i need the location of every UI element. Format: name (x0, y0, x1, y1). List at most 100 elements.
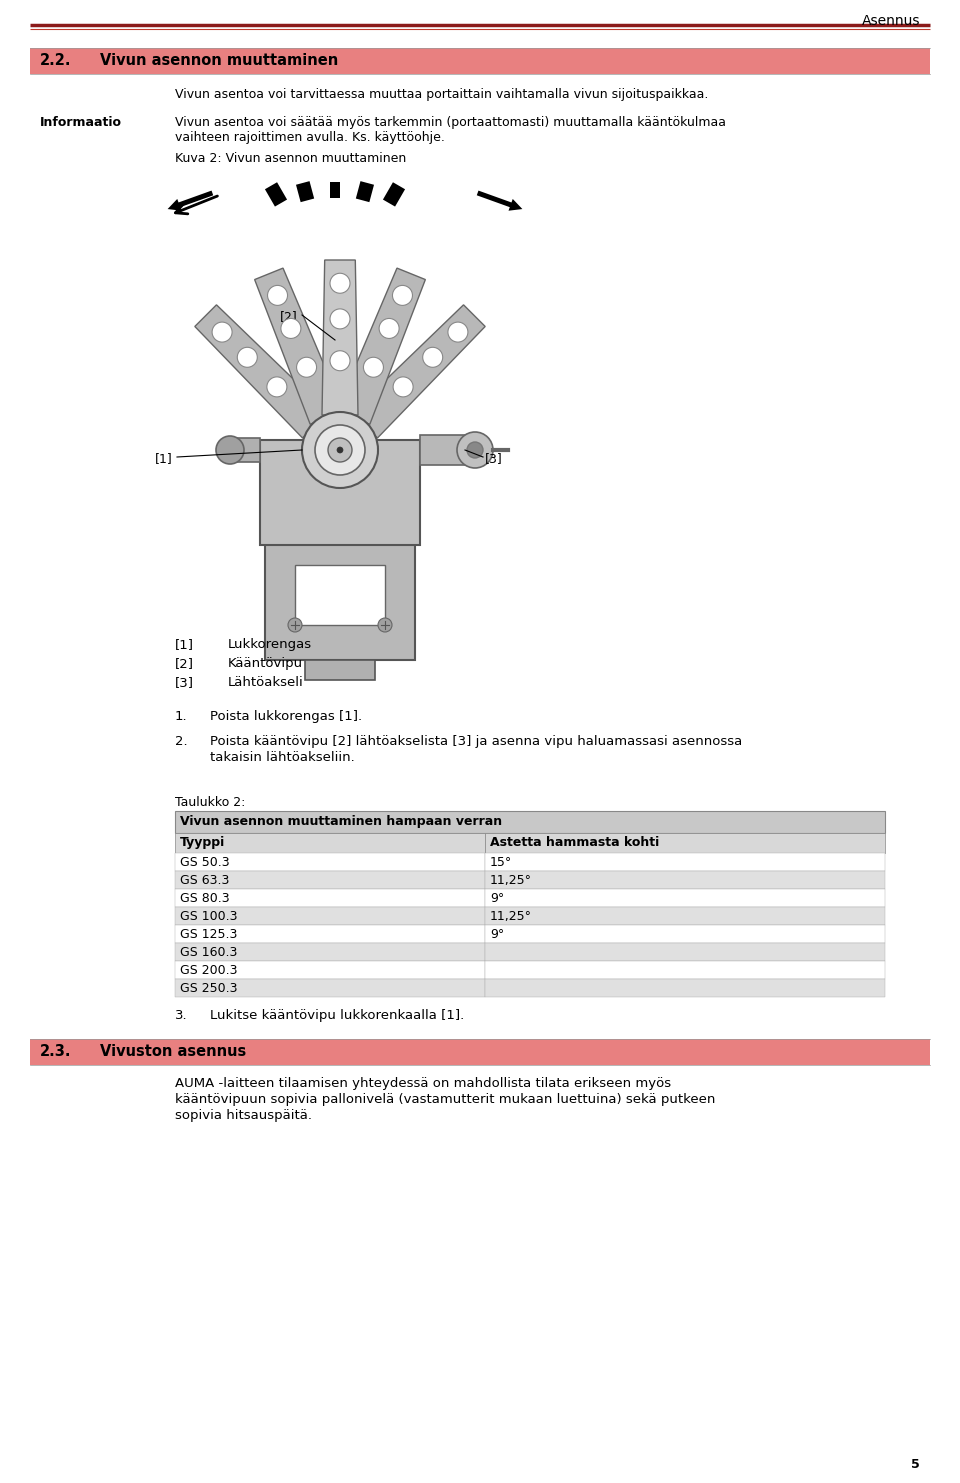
Text: vaihteen rajoittimen avulla. Ks. käyttöohje.: vaihteen rajoittimen avulla. Ks. käyttöo… (175, 131, 444, 144)
FancyBboxPatch shape (30, 47, 930, 74)
FancyBboxPatch shape (485, 871, 885, 888)
Text: Lukkorengas: Lukkorengas (228, 638, 312, 651)
Text: Taulukko 2:: Taulukko 2: (175, 796, 246, 810)
FancyBboxPatch shape (175, 908, 485, 925)
Text: Vivun asentoa voi säätää myös tarkemmin (portaattomasti) muuttamalla kääntökulma: Vivun asentoa voi säätää myös tarkemmin … (175, 116, 726, 129)
FancyBboxPatch shape (265, 182, 287, 206)
Circle shape (288, 618, 302, 632)
Text: sopivia hitsauspäitä.: sopivia hitsauspäitä. (175, 1109, 312, 1123)
Polygon shape (265, 445, 415, 480)
Text: kääntövipuun sopivia pallonivelä (vastamutterit mukaan luettuina) sekä putkeen: kääntövipuun sopivia pallonivelä (vastam… (175, 1093, 715, 1106)
Circle shape (281, 319, 300, 338)
Text: takaisin lähtöakseliin.: takaisin lähtöakseliin. (210, 750, 355, 764)
Circle shape (393, 377, 413, 397)
FancyBboxPatch shape (485, 925, 885, 943)
Text: 2.3.: 2.3. (40, 1044, 71, 1059)
FancyBboxPatch shape (265, 535, 415, 660)
Circle shape (364, 357, 383, 377)
FancyBboxPatch shape (305, 660, 375, 681)
Text: Kuva 2: Vivun asennon muuttaminen: Kuva 2: Vivun asennon muuttaminen (175, 151, 406, 165)
Circle shape (237, 347, 257, 368)
Circle shape (267, 377, 287, 397)
FancyBboxPatch shape (485, 908, 885, 925)
FancyBboxPatch shape (485, 888, 885, 908)
Text: AUMA -laitteen tilaamisen yhteydessä on mahdollista tilata erikseen myös: AUMA -laitteen tilaamisen yhteydessä on … (175, 1077, 671, 1090)
FancyBboxPatch shape (175, 943, 485, 961)
Text: [1]: [1] (155, 452, 173, 466)
FancyBboxPatch shape (30, 1040, 930, 1065)
Circle shape (330, 308, 350, 329)
Text: [2]: [2] (175, 657, 194, 670)
FancyBboxPatch shape (175, 888, 485, 908)
Circle shape (379, 319, 399, 338)
Polygon shape (322, 260, 358, 415)
Circle shape (328, 437, 352, 463)
FancyBboxPatch shape (175, 853, 485, 871)
Text: GS 250.3: GS 250.3 (180, 982, 237, 995)
Text: 2.2.: 2.2. (40, 53, 71, 68)
Text: GS 125.3: GS 125.3 (180, 928, 237, 942)
FancyBboxPatch shape (356, 181, 374, 202)
FancyBboxPatch shape (296, 181, 314, 202)
Text: [2]: [2] (280, 310, 298, 323)
FancyBboxPatch shape (485, 943, 885, 961)
Text: Vivun asennon muuttaminen hampaan verran: Vivun asennon muuttaminen hampaan verran (180, 816, 502, 828)
Text: Astetta hammasta kohti: Astetta hammasta kohti (490, 836, 660, 848)
Polygon shape (352, 305, 485, 437)
Text: GS 160.3: GS 160.3 (180, 946, 237, 960)
Text: Vivun asentoa voi tarvittaessa muuttaa portaittain vaihtamalla vivun sijoituspai: Vivun asentoa voi tarvittaessa muuttaa p… (175, 87, 708, 101)
Text: GS 80.3: GS 80.3 (180, 891, 229, 905)
Text: 11,25°: 11,25° (490, 873, 532, 887)
Text: [1]: [1] (175, 638, 194, 651)
Circle shape (337, 446, 343, 452)
Text: Asennus: Asennus (861, 13, 920, 28)
Text: 11,25°: 11,25° (490, 911, 532, 922)
Text: GS 50.3: GS 50.3 (180, 856, 229, 869)
FancyBboxPatch shape (175, 833, 485, 853)
Text: Lukitse kääntövipu lukkorenkaalla [1].: Lukitse kääntövipu lukkorenkaalla [1]. (210, 1008, 465, 1022)
Text: GS 63.3: GS 63.3 (180, 873, 229, 887)
Text: GS 200.3: GS 200.3 (180, 964, 237, 977)
Circle shape (330, 351, 350, 371)
Circle shape (448, 322, 468, 343)
FancyBboxPatch shape (295, 565, 385, 624)
FancyBboxPatch shape (175, 961, 485, 979)
Text: Tyyppi: Tyyppi (180, 836, 226, 848)
Polygon shape (336, 268, 425, 424)
Text: Informaatio: Informaatio (40, 116, 122, 129)
Text: [3]: [3] (485, 452, 503, 466)
FancyBboxPatch shape (485, 961, 885, 979)
Text: Kääntövipu: Kääntövipu (228, 657, 303, 670)
FancyBboxPatch shape (175, 811, 885, 833)
Circle shape (393, 285, 413, 305)
Text: [3]: [3] (175, 676, 194, 690)
Text: 9°: 9° (490, 928, 504, 942)
Circle shape (467, 442, 483, 458)
Text: 5: 5 (911, 1458, 920, 1471)
FancyBboxPatch shape (230, 437, 260, 463)
Polygon shape (195, 305, 328, 437)
FancyBboxPatch shape (330, 182, 340, 199)
Text: Vivuston asennus: Vivuston asennus (100, 1044, 247, 1059)
Polygon shape (254, 268, 344, 424)
Circle shape (315, 426, 365, 475)
Circle shape (457, 432, 493, 469)
Circle shape (422, 347, 443, 368)
FancyBboxPatch shape (485, 979, 885, 997)
Circle shape (216, 436, 244, 464)
Circle shape (330, 273, 350, 294)
FancyBboxPatch shape (175, 979, 485, 997)
Text: 1.: 1. (175, 710, 187, 724)
Text: 9°: 9° (490, 891, 504, 905)
FancyBboxPatch shape (485, 833, 885, 853)
FancyBboxPatch shape (175, 925, 485, 943)
Circle shape (268, 285, 288, 305)
Text: 2.: 2. (175, 736, 187, 747)
Circle shape (212, 322, 232, 343)
Text: Lähtöakseli: Lähtöakseli (228, 676, 303, 690)
Text: GS 100.3: GS 100.3 (180, 911, 237, 922)
FancyBboxPatch shape (260, 440, 420, 544)
Text: Poista lukkorengas [1].: Poista lukkorengas [1]. (210, 710, 362, 724)
Text: 15°: 15° (490, 856, 513, 869)
Circle shape (378, 618, 392, 632)
